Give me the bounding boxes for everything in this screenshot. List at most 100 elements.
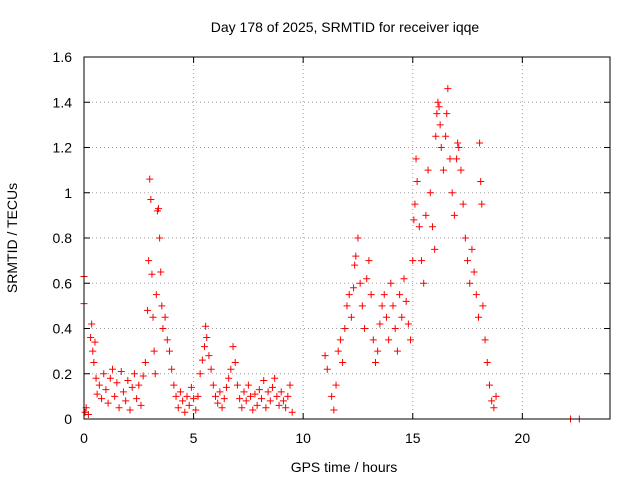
data-point [444,85,452,93]
y-tick-label: 1.6 [53,49,73,65]
data-point [220,395,228,403]
data-point [358,302,366,310]
data-point [152,291,160,299]
data-point [387,279,395,287]
data-point [437,144,445,151]
data-point [432,132,440,140]
data-point [92,374,100,382]
data-point [126,406,134,414]
data-point [404,320,412,328]
data-point [122,397,130,405]
data-point [227,365,235,373]
data-point [240,388,248,396]
data-point [214,399,222,407]
data-point [251,390,259,398]
data-point [104,399,112,407]
data-point [273,392,281,400]
data-point [446,155,454,163]
data-point [461,234,469,242]
data-point [459,200,467,208]
data-point [156,234,164,242]
data-point [354,234,362,242]
y-tick-label: 0.2 [53,366,73,382]
y-tick-label: 0.6 [53,275,73,291]
data-point [196,370,204,378]
data-point [165,347,173,355]
y-axis-label: SRMTID / TECUs [4,183,20,293]
data-point [236,395,244,403]
data-point [352,252,360,260]
data-point [139,372,147,380]
data-point [194,392,202,400]
data-point [492,392,500,400]
data-point [434,98,442,106]
y-tick-label: 1 [64,185,72,201]
data-point [90,358,98,366]
data-point [137,401,145,409]
data-point [323,365,331,373]
data-point [98,395,106,403]
data-point [128,383,136,391]
data-point [330,406,338,414]
data-point [202,322,210,330]
data-point [282,404,290,412]
data-point [225,374,233,382]
data-point [260,377,268,385]
data-point [433,110,441,118]
data-point [133,395,141,403]
data-point [231,358,239,366]
grid [84,57,610,419]
data-point [203,334,211,342]
data-point [102,386,110,394]
data-point [244,381,252,389]
data-point [332,381,340,389]
data-point [385,336,393,344]
data-point [117,367,125,375]
data-point [279,397,287,405]
y-tick-label: 1.2 [53,140,73,156]
data-point [439,166,447,174]
data-point [148,270,156,278]
data-point [380,291,388,299]
data-point [481,336,489,344]
data-point [111,392,119,400]
data-point [477,177,485,185]
x-tick-label: 5 [190,430,198,446]
data-point [488,397,496,405]
data-point [356,279,364,287]
data-point [389,302,397,310]
data-point [187,383,195,391]
data-point [286,381,294,389]
data-point [176,388,184,396]
data-point [367,291,375,299]
data-point [371,358,379,366]
data-point [475,313,482,321]
data-point [455,144,463,151]
data-point [268,383,276,391]
data-point [95,381,103,389]
data-point [249,406,257,414]
data-point [106,374,114,382]
data-point [247,392,255,400]
data-point [411,200,419,208]
data-point [345,291,353,299]
data-point [130,370,138,378]
data-point [277,388,285,396]
data-point [413,177,421,185]
data-point [209,381,217,389]
data-point [185,401,193,409]
data-point [145,257,153,265]
data-point [271,374,279,382]
data-point [442,132,450,140]
data-point [158,302,166,310]
data-point [470,268,478,276]
data-point [216,388,224,396]
data-point [161,313,169,321]
data-point [431,245,439,253]
data-points [80,85,583,423]
data-point [113,379,121,387]
data-point [483,358,491,366]
data-point [155,205,163,213]
data-point [420,279,428,287]
